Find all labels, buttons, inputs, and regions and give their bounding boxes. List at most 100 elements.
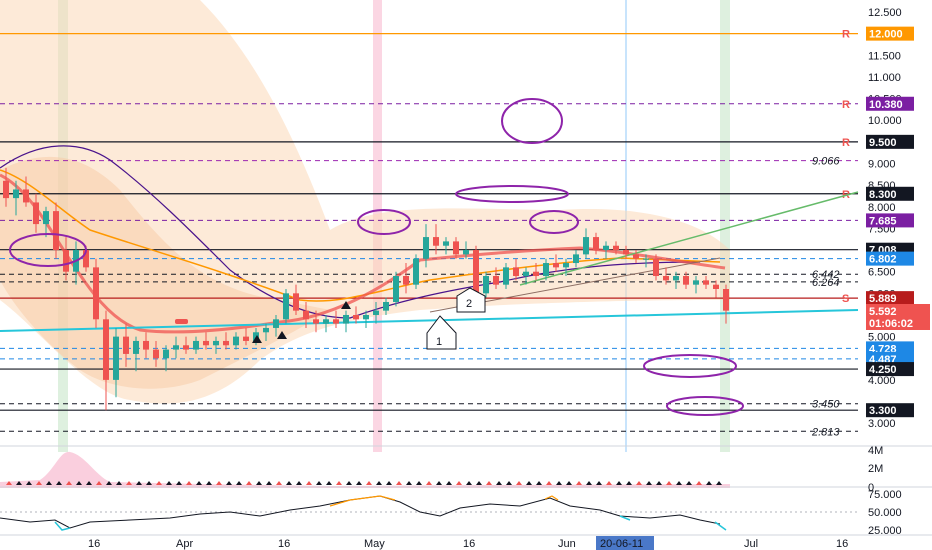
candle-body (213, 340, 219, 346)
candle-body (463, 250, 469, 255)
candle-body (533, 271, 539, 277)
price-tick: 11.500 (868, 50, 901, 62)
candle-body (553, 263, 559, 268)
candle-body (3, 180, 9, 199)
candle-body (443, 241, 449, 246)
candle-body (693, 280, 699, 285)
ma-red (0, 173, 726, 334)
level-value-text: 3.450 (812, 399, 840, 411)
volume-signal (476, 481, 482, 485)
candle-body (43, 211, 49, 225)
price-tick: 8.000 (868, 202, 896, 214)
candle-body (173, 345, 179, 350)
time-tick: Jun (558, 538, 576, 550)
candle-body (383, 301, 389, 311)
time-tick: 16 (836, 538, 848, 550)
volume-signal (206, 481, 212, 485)
candle-body (663, 276, 669, 281)
volume-signal (436, 481, 442, 485)
price-tick: 6.500 (868, 267, 896, 279)
time-axis: 16 Apr 16 May 16 Jun 20-06-11 Jul 16 (0, 534, 932, 550)
candle-body (103, 319, 109, 380)
candle-body (483, 276, 489, 294)
candle-body (233, 336, 239, 346)
candle-body (123, 336, 129, 354)
volume-signal (516, 481, 522, 485)
candle-body (183, 345, 189, 350)
volume-signal (266, 481, 272, 485)
volume-signal (296, 481, 302, 485)
candle-body (33, 202, 39, 225)
level-label-bg (866, 134, 914, 149)
volume-signal (366, 481, 372, 485)
crosshair-date-label: 20-06-11 (600, 538, 643, 550)
candle-body (113, 336, 119, 380)
crosshair-date-bg (596, 536, 654, 550)
volume-signal (456, 481, 462, 485)
candle-body (703, 280, 709, 285)
envelope-cloud (0, 0, 730, 404)
volume-signal (336, 481, 342, 485)
volume-tick: 0 (868, 482, 874, 494)
volume-signal (236, 481, 242, 485)
volume-signal (696, 481, 702, 485)
countdown-label: 01:06:02 (869, 318, 913, 330)
volume-signal (706, 481, 712, 485)
level-label: 3.300 (869, 405, 897, 417)
candle-body (203, 340, 209, 346)
level-marker: S (842, 293, 849, 305)
price-tick: 9.000 (868, 158, 896, 170)
drawn-ellipse (9, 233, 87, 267)
callout-2-box (456, 287, 486, 313)
candle-body (293, 293, 299, 311)
volume-signal (396, 481, 402, 485)
price-tick: 4.000 (868, 375, 896, 387)
candle-body (223, 340, 229, 346)
level-label: 10.380 (869, 99, 903, 111)
volume-signal (136, 481, 142, 485)
candle-body (23, 189, 29, 203)
drawn-ellipse (455, 185, 569, 203)
volume-signal (86, 481, 92, 485)
time-tick: Apr (176, 538, 193, 550)
oscillator-oversold (714, 521, 727, 531)
candle-body (583, 237, 589, 255)
volume-signal (446, 481, 452, 485)
volume-signal (96, 481, 102, 485)
level-label: 4.250 (869, 364, 897, 376)
volume-signal (146, 481, 152, 485)
candle-body (93, 267, 99, 320)
candle-body (373, 310, 379, 315)
candle-body (453, 241, 459, 255)
volume-signal (256, 481, 262, 485)
candle-body (643, 258, 649, 260)
oscillator-tick: 25.000 (868, 525, 902, 537)
drawn-annotations: 12 (9, 98, 744, 416)
callout-1-label: 1 (436, 336, 442, 348)
level-value-text: 6.264 (812, 277, 840, 289)
candlestick-series (3, 167, 729, 411)
candle-body (273, 319, 279, 328)
candle-body (673, 276, 679, 281)
volume-signal (566, 481, 572, 485)
last-price-bg (866, 303, 930, 330)
level-value-text: 6.442 (812, 269, 840, 281)
volume-signal (486, 481, 492, 485)
volume-signal (576, 481, 582, 485)
volume-signal (676, 481, 682, 485)
candle-body (163, 349, 169, 359)
volume-signal (646, 481, 652, 485)
level-label: 8.300 (869, 189, 897, 201)
candle-body (283, 293, 289, 320)
volume-signal (116, 481, 122, 485)
volume-signal (546, 481, 552, 485)
candle-body (53, 211, 59, 251)
level-marker: R (842, 29, 850, 41)
volume-signal (386, 481, 392, 485)
time-tick: 16 (88, 538, 100, 550)
candle-body (563, 263, 569, 268)
price-tick: 3.000 (868, 418, 896, 430)
volume-signal (176, 481, 182, 485)
volume-signal (316, 481, 322, 485)
